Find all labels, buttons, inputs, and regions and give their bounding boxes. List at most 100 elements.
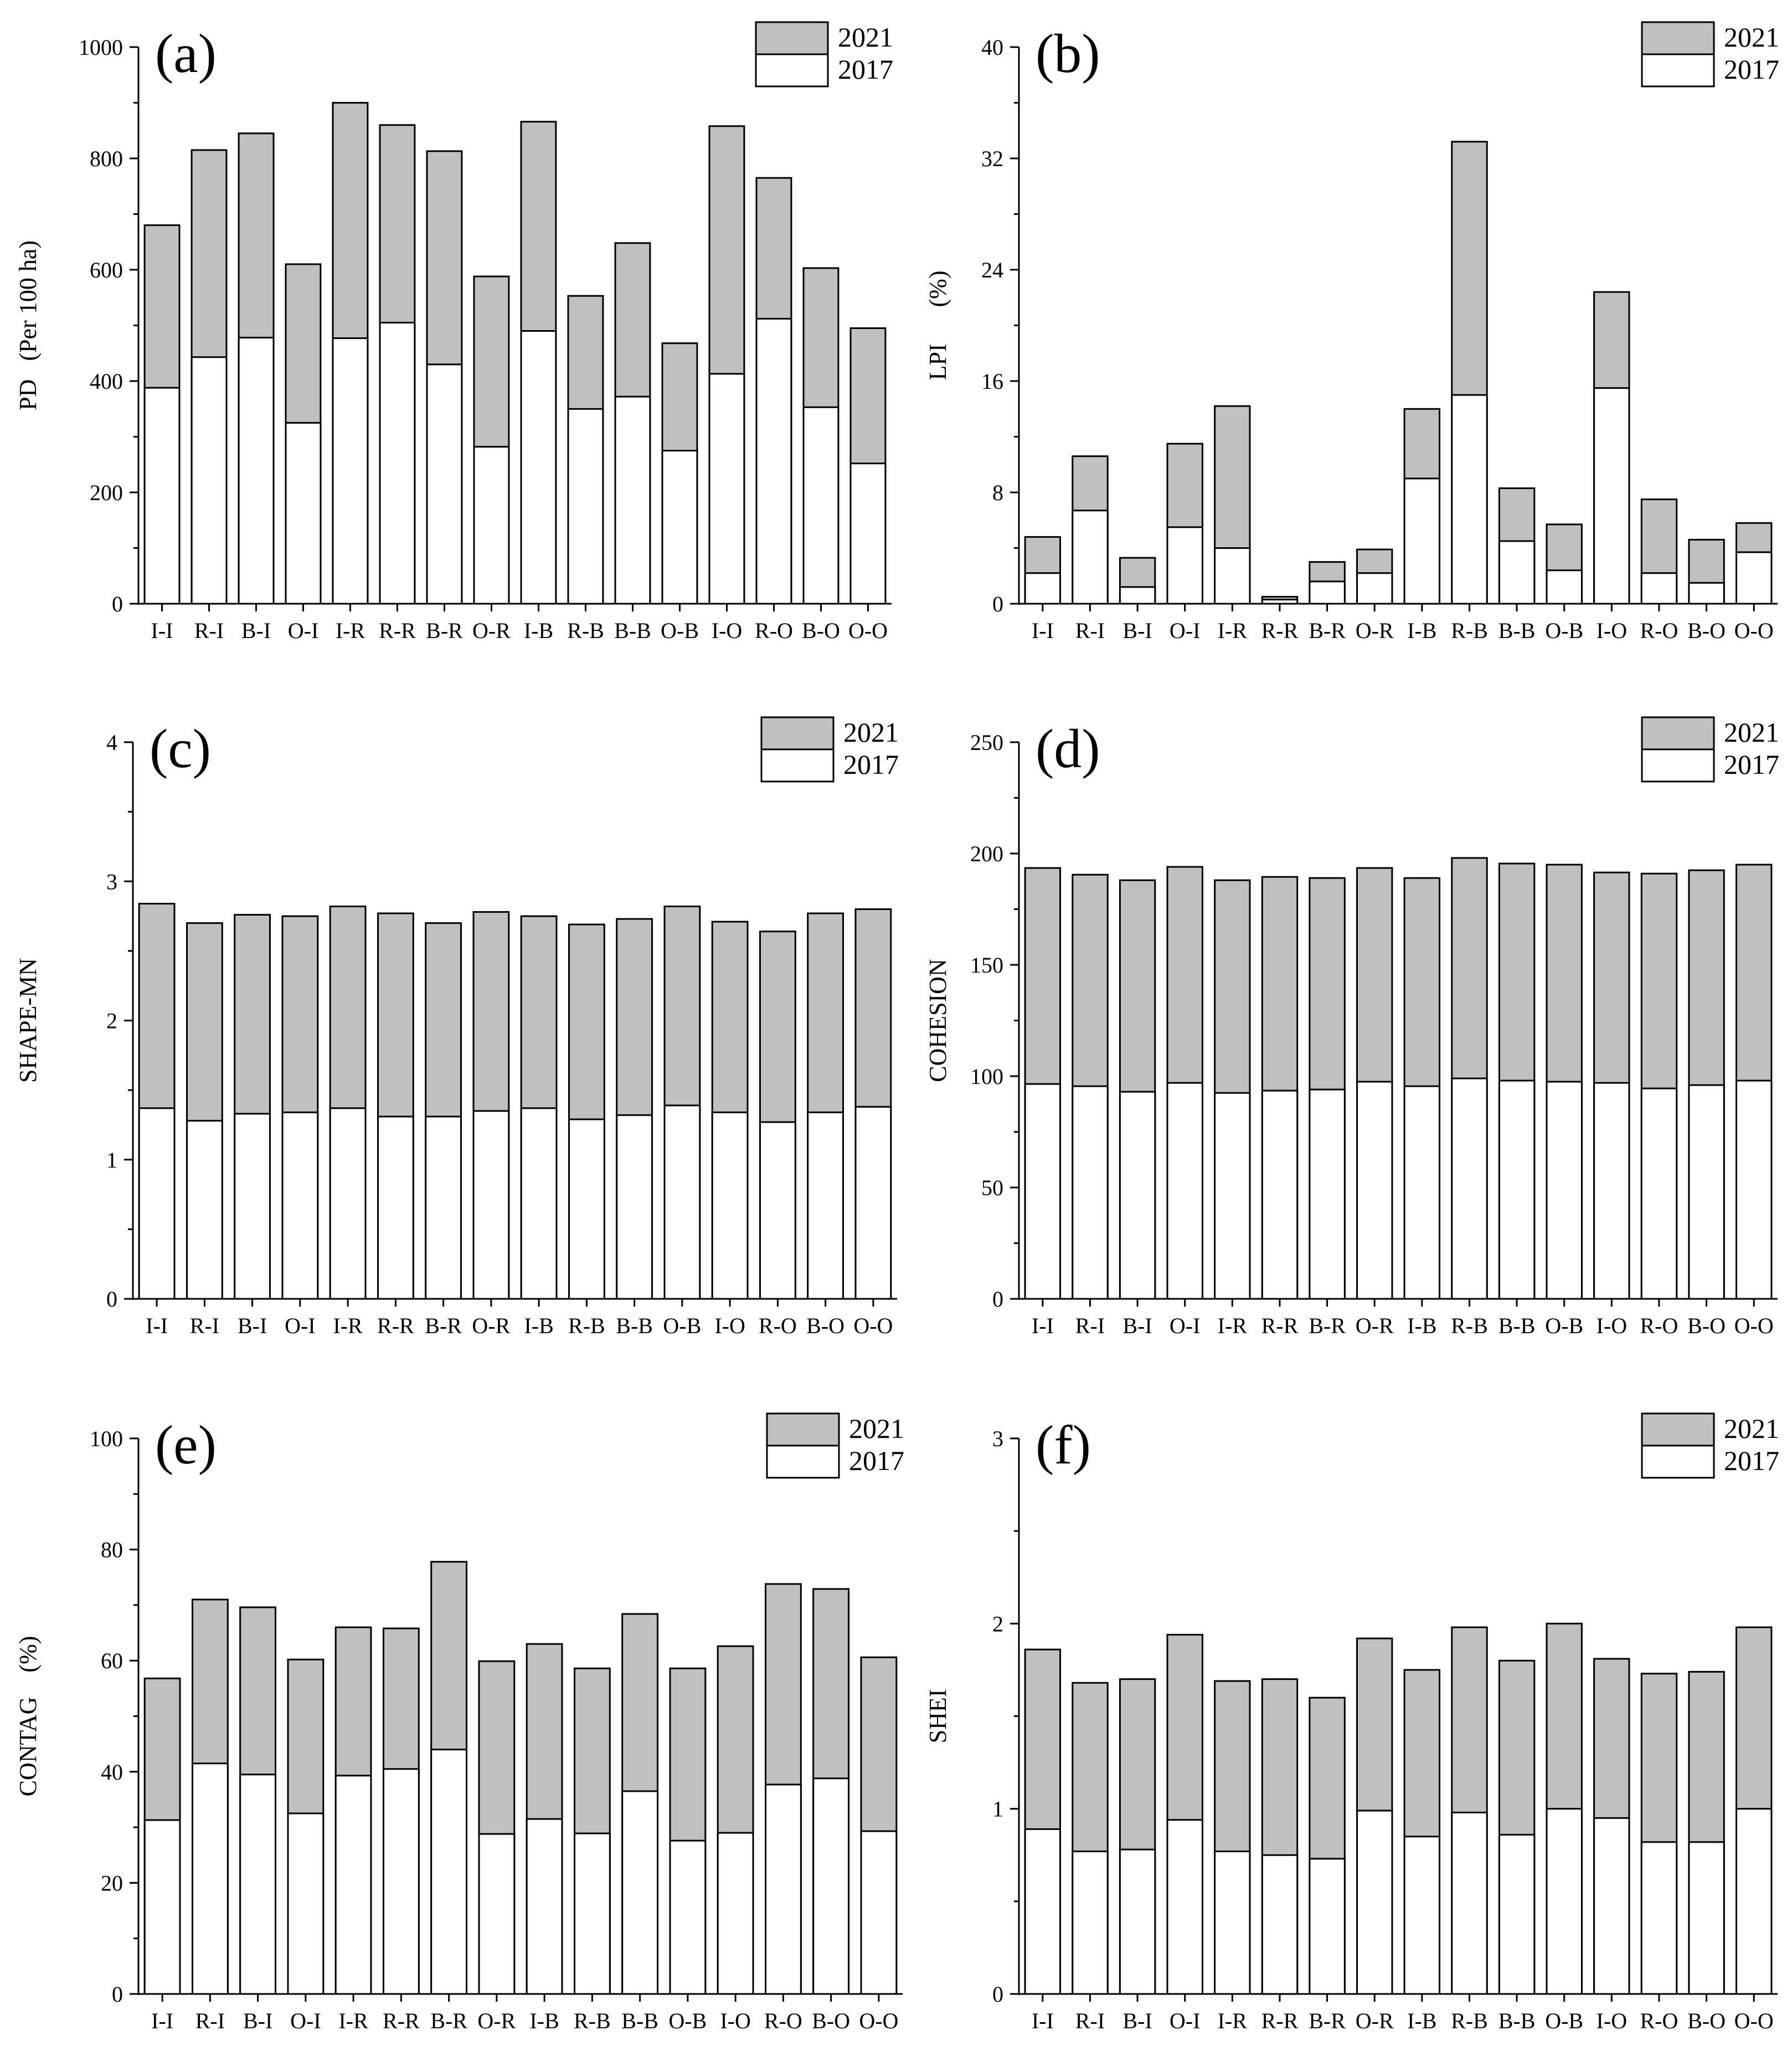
bar-2017-O-I (287, 1812, 325, 1995)
y-tick-label: 40 (101, 1760, 123, 1785)
bar-2017-O-O (1736, 551, 1773, 605)
panel-label: (d) (1036, 718, 1100, 779)
y-tick-label: 2 (106, 1009, 117, 1034)
legend-label-2021: 2021 (1724, 717, 1779, 748)
y-tick-label: 1000 (79, 35, 123, 60)
x-tick-label: B-I (1122, 2008, 1152, 2033)
x-tick-label: O-B (1545, 1313, 1583, 1338)
x-tick-label: O-R (1356, 618, 1394, 643)
bar-2017-O-O (1736, 1080, 1773, 1300)
bar-2017-O-R (1356, 1810, 1393, 1995)
legend-swatch-2021 (760, 716, 835, 751)
legend-label-2021: 2021 (1724, 22, 1779, 53)
y-tick-label: 0 (992, 592, 1003, 616)
y-tick-label: 80 (101, 1538, 123, 1562)
x-tick-label: R-B (1451, 2008, 1488, 2033)
x-tick-label: O-O (848, 618, 888, 643)
y-tick-label: 16 (981, 369, 1003, 394)
x-tick-label: O-O (1734, 2008, 1774, 2033)
bar-2017-B-B (1498, 1834, 1536, 1995)
bar-2017-R-B (1451, 1811, 1488, 1995)
legend-label-2021: 2021 (843, 717, 899, 748)
x-tick-label: B-I (243, 2008, 272, 2033)
x-tick-label: O-I (288, 618, 319, 643)
legend-label-2017: 2017 (1724, 749, 1779, 780)
bar-2017-B-R (1309, 580, 1346, 605)
bar-2017-B-O (1688, 582, 1725, 605)
y-tick-label: 2 (992, 1611, 1003, 1636)
x-tick-label: O-O (1734, 618, 1774, 643)
bar-2017-O-B (1546, 1808, 1583, 1995)
bar-2017-R-B (1451, 394, 1488, 605)
y-tick-label: 600 (90, 258, 123, 282)
x-tick-label: B-B (621, 2008, 658, 2033)
bar-2017-I-O (1593, 1817, 1630, 1995)
legend-swatch-2017 (1641, 53, 1715, 88)
x-tick-label: R-R (1261, 2008, 1299, 2033)
x-tick-label: B-R (426, 618, 463, 643)
x-tick-label: I-O (714, 1313, 745, 1338)
y-tick-label: 200 (90, 480, 123, 505)
x-tick-label: B-I (1122, 1313, 1152, 1338)
x-tick-label: I-B (1407, 618, 1436, 643)
x-tick-label: R-O (759, 1313, 797, 1338)
x-tick-label: R-B (567, 618, 604, 643)
x-tick-label: R-B (568, 1313, 605, 1338)
x-tick-label: I-O (720, 2008, 751, 2033)
bar-2017-O-I (1166, 526, 1203, 605)
legend-label-2021: 2021 (849, 1413, 904, 1444)
bar-2017-I-R (1214, 1092, 1251, 1300)
bar-2017-R-B (568, 1118, 605, 1300)
legend-label-2017: 2017 (843, 749, 899, 780)
bar-2017-B-O (1688, 1084, 1725, 1300)
bar-2017-O-O (849, 462, 887, 605)
bar-2017-O-R (478, 1833, 516, 1995)
bar-2017-R-I (192, 1762, 229, 1995)
bar-2017-B-I (238, 337, 275, 605)
y-tick-label: 150 (970, 953, 1003, 978)
legend-label-2017: 2017 (838, 54, 893, 85)
bar-2017-B-B (1498, 1080, 1536, 1300)
x-tick-label: O-R (477, 2008, 516, 2033)
y-tick-label: 0 (992, 1982, 1003, 2007)
x-tick-label: R-O (1640, 1313, 1678, 1338)
bar-2017-I-O (708, 373, 745, 605)
legend-swatch-2017 (1641, 748, 1715, 783)
y-axis-title: COHESION (924, 959, 951, 1082)
x-tick-label: I-B (529, 2008, 559, 2033)
bar-2017-R-I (1072, 1085, 1109, 1300)
x-tick-label: B-B (1499, 618, 1536, 643)
x-tick-label: B-O (812, 2008, 850, 2033)
x-tick-label: I-B (524, 618, 553, 643)
panel-label: (e) (155, 1414, 217, 1476)
chart-panel-2: 0 1 2 3 4 I-I R-I B-I O-I I-R R-R B-R O-R I-B R-B B-B O-… (14, 716, 899, 1338)
x-tick-label: O-B (663, 1313, 701, 1338)
bar-2017-B-I (1119, 1091, 1156, 1300)
bar-2017-B-R (430, 1749, 468, 1995)
x-tick-label: B-O (1687, 1313, 1726, 1338)
x-tick-label: B-O (1687, 2008, 1726, 2033)
x-tick-label: R-B (1451, 618, 1488, 643)
x-tick-label: I-B (1407, 1313, 1436, 1338)
x-tick-label: B-B (616, 1313, 653, 1338)
x-tick-label: B-I (241, 618, 271, 643)
bar-2017-R-O (765, 1783, 802, 1995)
bar-2017-O-B (663, 1104, 701, 1300)
x-tick-label: B-B (614, 618, 651, 643)
x-tick-label: R-R (383, 2008, 420, 2033)
bar-2017-B-I (234, 1113, 271, 1300)
y-tick-label: 0 (112, 592, 123, 616)
y-axis-title: LPI (%) (924, 271, 951, 381)
x-tick-label: B-B (1499, 2008, 1536, 2033)
bar-2017-I-B (1403, 1085, 1441, 1300)
x-tick-label: R-O (1640, 618, 1678, 643)
panel-label: (f) (1036, 1414, 1091, 1476)
x-tick-label: I-I (1032, 1313, 1054, 1338)
bar-2017-R-O (1640, 1841, 1678, 1995)
x-tick-label: I-I (151, 2008, 173, 2033)
x-tick-label: R-I (195, 2008, 225, 2033)
y-axis-title: SHEI (924, 1689, 951, 1744)
x-tick-label: O-O (853, 1313, 893, 1338)
bar-2017-R-B (1451, 1077, 1488, 1300)
x-tick-label: B-I (1122, 618, 1152, 643)
